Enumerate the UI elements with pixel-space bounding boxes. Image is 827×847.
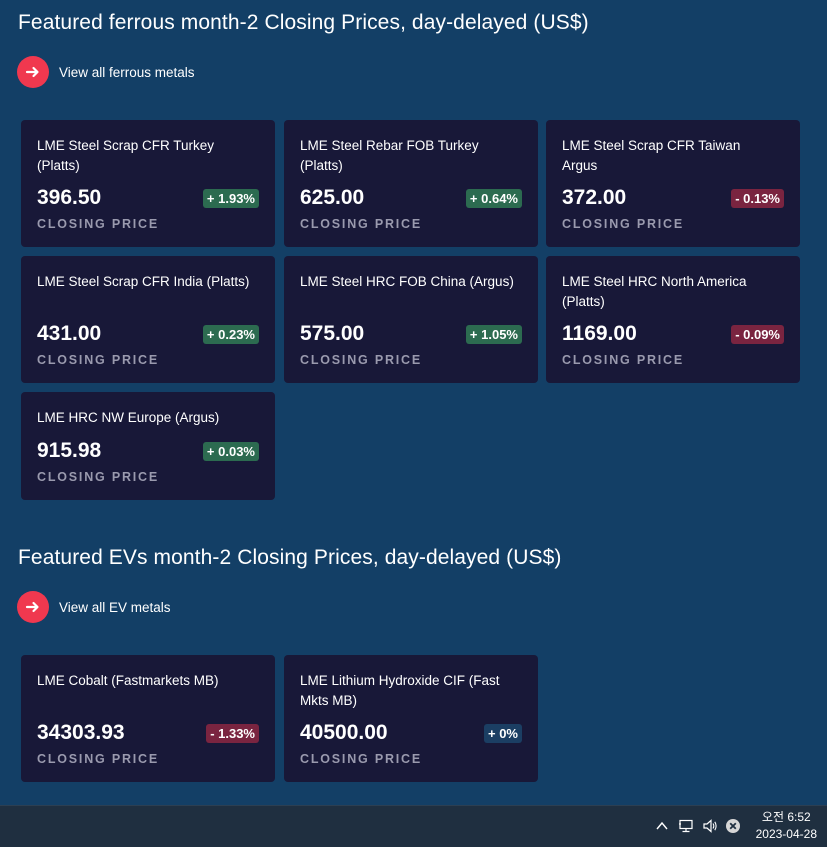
closing-price-value: 625.00 — [300, 186, 365, 209]
close-circle-icon[interactable] — [725, 818, 741, 834]
change-badge: + 0.64% — [465, 188, 522, 208]
price-card[interactable]: LME Steel HRC North America (Platts) 116… — [546, 256, 800, 383]
change-badge: + 0% — [484, 723, 522, 743]
closing-price-label: CLOSING PRICE — [37, 470, 160, 484]
card-title: LME Steel Scrap CFR Turkey (Platts) — [37, 138, 215, 173]
view-all-ferrous-link[interactable]: View all ferrous metals — [17, 56, 195, 88]
closing-price-value: 915.98 — [37, 439, 102, 462]
chevron-up-icon[interactable] — [654, 818, 670, 834]
change-badge: + 0.23% — [202, 324, 259, 344]
card-title: LME Lithium Hydroxide CIF (Fast Mkts MB) — [300, 673, 500, 708]
closing-price-label: CLOSING PRICE — [37, 752, 160, 766]
price-card[interactable]: LME HRC NW Europe (Argus) 915.98 + 0.03%… — [21, 392, 275, 500]
arrow-right-icon — [17, 591, 49, 623]
card-title: LME Steel Scrap CFR Taiwan Argus — [562, 138, 741, 173]
change-badge: - 0.09% — [731, 324, 784, 344]
view-all-ferrous-label: View all ferrous metals — [59, 64, 195, 80]
ferrous-section-title: Featured ferrous month-2 Closing Prices,… — [18, 11, 589, 34]
price-card[interactable]: LME Steel HRC FOB China (Argus) 575.00 +… — [284, 256, 538, 383]
price-card[interactable]: LME Steel Scrap CFR Turkey (Platts) 396.… — [21, 120, 275, 247]
closing-price-label: CLOSING PRICE — [562, 353, 685, 367]
network-icon[interactable] — [678, 818, 694, 834]
closing-price-value: 431.00 — [37, 322, 102, 345]
change-badge: - 0.13% — [731, 188, 784, 208]
price-card[interactable]: LME Lithium Hydroxide CIF (Fast Mkts MB)… — [284, 655, 538, 782]
change-badge: + 1.93% — [202, 188, 259, 208]
card-title: LME Steel Rebar FOB Turkey (Platts) — [300, 138, 479, 173]
closing-price-label: CLOSING PRICE — [562, 217, 685, 231]
closing-price-label: CLOSING PRICE — [300, 752, 423, 766]
closing-price-label: CLOSING PRICE — [37, 217, 160, 231]
arrow-right-icon — [17, 56, 49, 88]
closing-price-label: CLOSING PRICE — [300, 217, 423, 231]
clock-date: 2023-04-28 — [755, 827, 817, 841]
closing-price-label: CLOSING PRICE — [300, 353, 423, 367]
system-clock[interactable]: 오전 6:52 2023-04-28 — [756, 809, 817, 843]
closing-price-value: 372.00 — [562, 186, 627, 209]
volume-icon[interactable] — [702, 818, 718, 834]
view-all-ev-link[interactable]: View all EV metals — [17, 591, 171, 623]
card-title: LME Steel HRC North America (Platts) — [562, 274, 747, 309]
ev-section-title: Featured EVs month-2 Closing Prices, day… — [18, 546, 562, 569]
closing-price-value: 40500.00 — [300, 721, 388, 744]
closing-price-value: 1169.00 — [562, 322, 637, 345]
change-badge: + 0.03% — [202, 441, 259, 461]
clock-time: 오전 6:52 — [761, 810, 811, 824]
taskbar: 오전 6:52 2023-04-28 — [0, 805, 827, 847]
view-all-ev-label: View all EV metals — [59, 599, 171, 615]
card-title: LME HRC NW Europe (Argus) — [37, 410, 220, 425]
closing-price-value: 34303.93 — [37, 721, 125, 744]
closing-price-value: 575.00 — [300, 322, 365, 345]
card-title: LME Steel Scrap CFR India (Platts) — [37, 274, 250, 289]
closing-price-label: CLOSING PRICE — [37, 353, 160, 367]
card-title: LME Cobalt (Fastmarkets MB) — [37, 673, 219, 688]
price-card[interactable]: LME Steel Scrap CFR India (Platts) 431.0… — [21, 256, 275, 383]
change-badge: - 1.33% — [206, 723, 259, 743]
price-card[interactable]: LME Steel Scrap CFR Taiwan Argus 372.00 … — [546, 120, 800, 247]
closing-price-value: 396.50 — [37, 186, 102, 209]
price-card[interactable]: LME Steel Rebar FOB Turkey (Platts) 625.… — [284, 120, 538, 247]
card-title: LME Steel HRC FOB China (Argus) — [300, 274, 514, 289]
change-badge: + 1.05% — [465, 324, 522, 344]
price-card[interactable]: LME Cobalt (Fastmarkets MB) 34303.93 - 1… — [21, 655, 275, 782]
